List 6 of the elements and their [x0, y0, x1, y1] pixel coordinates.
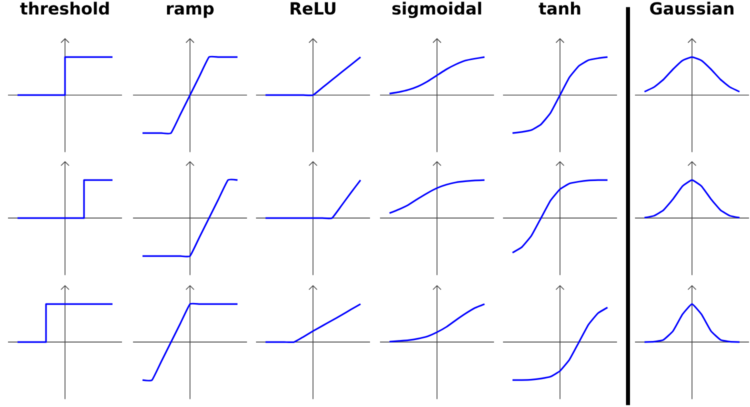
- chart-title: sigmoidal: [392, 2, 482, 18]
- chart-title: ramp: [167, 5, 214, 18]
- chart-title: Gaussian: [650, 2, 734, 15]
- chart-title: ReLU: [290, 2, 336, 15]
- chart-title: threshold: [20, 2, 109, 15]
- chart-title: tanh: [538, 2, 580, 15]
